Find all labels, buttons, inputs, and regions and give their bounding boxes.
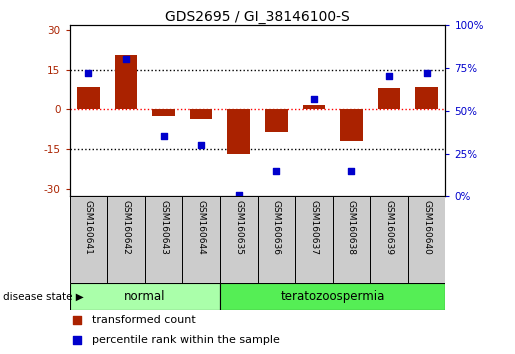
- Bar: [303, 105, 325, 109]
- Point: [423, 70, 431, 76]
- Bar: [145, 196, 182, 283]
- Bar: [220, 283, 445, 310]
- Text: GSM160639: GSM160639: [385, 200, 393, 255]
- Text: GSM160638: GSM160638: [347, 200, 356, 255]
- Bar: [107, 196, 145, 283]
- Bar: [295, 196, 333, 283]
- Point: [122, 56, 130, 62]
- Bar: [77, 87, 99, 109]
- Point: [84, 70, 93, 76]
- Text: GSM160643: GSM160643: [159, 200, 168, 255]
- Point: [385, 74, 393, 79]
- Text: GSM160635: GSM160635: [234, 200, 243, 255]
- Text: GSM160637: GSM160637: [310, 200, 318, 255]
- Text: GSM160640: GSM160640: [422, 200, 431, 255]
- Bar: [70, 196, 107, 283]
- Bar: [333, 196, 370, 283]
- Bar: [70, 283, 220, 310]
- Bar: [408, 196, 445, 283]
- Text: percentile rank within the sample: percentile rank within the sample: [92, 335, 280, 345]
- Bar: [265, 109, 287, 132]
- Text: normal: normal: [124, 290, 165, 303]
- Bar: [340, 109, 363, 141]
- Point: [272, 168, 280, 173]
- Point: [310, 96, 318, 102]
- Bar: [416, 87, 438, 109]
- Bar: [370, 196, 408, 283]
- Bar: [182, 196, 220, 283]
- Bar: [220, 196, 258, 283]
- Bar: [115, 55, 137, 109]
- Point: [73, 337, 81, 343]
- Bar: [190, 109, 212, 119]
- Text: GSM160636: GSM160636: [272, 200, 281, 255]
- Bar: [378, 88, 400, 109]
- Title: GDS2695 / GI_38146100-S: GDS2695 / GI_38146100-S: [165, 10, 350, 24]
- Text: GSM160642: GSM160642: [122, 200, 130, 255]
- Text: transformed count: transformed count: [92, 315, 196, 325]
- Bar: [258, 196, 295, 283]
- Bar: [152, 109, 175, 116]
- Bar: [228, 109, 250, 154]
- Point: [197, 142, 205, 148]
- Text: disease state ▶: disease state ▶: [3, 291, 83, 302]
- Text: GSM160644: GSM160644: [197, 200, 205, 255]
- Point: [73, 317, 81, 323]
- Point: [347, 168, 355, 173]
- Text: GSM160641: GSM160641: [84, 200, 93, 255]
- Point: [235, 192, 243, 198]
- Point: [160, 133, 168, 139]
- Text: teratozoospermia: teratozoospermia: [281, 290, 385, 303]
